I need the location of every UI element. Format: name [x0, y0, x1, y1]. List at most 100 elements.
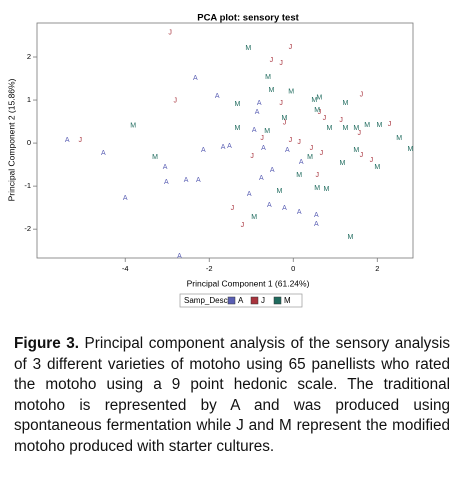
point-marker: M	[353, 147, 359, 154]
caption: Figure 3. Principal component analysis o…	[14, 334, 450, 457]
point-marker: A	[65, 137, 70, 144]
point-marker: M	[307, 154, 313, 161]
point-marker: A	[184, 177, 189, 184]
point-marker: A	[221, 144, 226, 151]
point-marker: A	[177, 253, 182, 260]
point-marker: A	[215, 93, 220, 100]
legend-swatch	[273, 296, 282, 305]
point-marker: M	[251, 214, 257, 221]
point-marker: J	[279, 60, 283, 67]
point-marker: M	[339, 160, 345, 167]
point-marker: J	[289, 137, 293, 144]
point-marker: J	[270, 57, 274, 64]
point-marker: J	[339, 117, 343, 124]
chart-title: PCA plot: sensory test	[197, 13, 299, 24]
point-marker: A	[123, 195, 128, 202]
point-marker: M	[276, 188, 282, 195]
point-marker: M	[376, 122, 382, 129]
point-marker: M	[364, 122, 370, 129]
point-marker: J	[250, 153, 254, 160]
point-marker: A	[282, 205, 287, 212]
legend-swatch	[250, 296, 259, 305]
y-tick-label: 1	[27, 95, 31, 104]
point-marker: A	[314, 212, 319, 219]
point-marker: J	[388, 121, 392, 128]
point-marker: J	[279, 100, 283, 107]
y-tick-label: -1	[24, 181, 31, 190]
point-marker: J	[360, 92, 364, 99]
point-marker: M	[311, 97, 317, 104]
point-marker: J	[370, 157, 374, 164]
point-marker: M	[316, 95, 322, 102]
point-marker: A	[247, 191, 252, 198]
point-marker: M	[326, 125, 332, 132]
x-tick-label: 0	[291, 264, 295, 273]
point-marker: M	[234, 125, 240, 132]
point-marker: J	[297, 139, 301, 146]
caption-text: Principal component analysis of the sens…	[14, 335, 451, 455]
point-marker: M	[130, 123, 136, 130]
point-marker: A	[255, 109, 260, 116]
chart: PCA plot: sensory test Principal Compone…	[6, 13, 414, 308]
legend-swatch	[227, 296, 236, 305]
point-marker: M	[342, 100, 348, 107]
y-axis-label: Principal Component 2 (15.86%)	[6, 78, 16, 201]
point-marker: A	[227, 143, 232, 150]
point-marker: A	[299, 159, 304, 166]
point-marker: A	[297, 209, 302, 216]
point-marker: J	[318, 109, 322, 116]
legend-label: J	[261, 296, 265, 305]
point-marker: J	[79, 137, 83, 144]
point-marker: J	[231, 205, 235, 212]
point-marker: A	[196, 177, 201, 184]
legend-label: A	[238, 296, 244, 305]
point-marker: J	[241, 222, 245, 229]
point-marker: A	[314, 221, 319, 228]
legend-box	[179, 293, 303, 308]
point-marker: A	[270, 167, 275, 174]
point-marker: M	[324, 186, 330, 193]
x-axis-label: Principal Component 1 (61.24%)	[187, 278, 310, 288]
plot-frame	[36, 22, 414, 259]
x-tick-label: -2	[206, 264, 213, 273]
point-marker: J	[168, 30, 172, 37]
point-marker: J	[320, 150, 324, 157]
point-marker: M	[245, 45, 251, 52]
point-marker: A	[193, 75, 198, 82]
point-marker: A	[285, 147, 290, 154]
point-marker: J	[173, 98, 177, 105]
point-marker: M	[269, 87, 275, 94]
point-marker: A	[163, 164, 168, 171]
point-marker: A	[101, 150, 106, 157]
point-marker: A	[267, 202, 272, 209]
point-marker: M	[353, 125, 359, 132]
point-marker: A	[261, 145, 266, 152]
x-tick-label: -4	[122, 264, 129, 273]
point-marker: M	[396, 135, 402, 142]
point-marker: M	[234, 101, 240, 108]
point-marker: M	[152, 154, 158, 161]
caption-label: Figure 3.	[14, 335, 80, 352]
point-marker: M	[282, 115, 288, 122]
legend-title: Samp_Desc	[184, 296, 228, 305]
point-marker: J	[360, 152, 364, 159]
point-marker: A	[201, 147, 206, 154]
point-marker: A	[257, 100, 262, 107]
legend-label: M	[284, 296, 291, 305]
point-marker: J	[283, 120, 287, 127]
point-marker: J	[323, 115, 327, 122]
x-tick-label: 2	[375, 264, 379, 273]
y-tick-label: -2	[24, 224, 31, 233]
point-marker: M	[314, 107, 320, 114]
point-marker: J	[289, 44, 293, 51]
point-marker: M	[265, 74, 271, 81]
point-marker: A	[259, 175, 264, 182]
y-tick-label: 2	[27, 52, 31, 61]
point-marker: J	[260, 135, 264, 142]
point-marker: M	[314, 185, 320, 192]
y-tick-label: 0	[27, 138, 31, 147]
point-marker: M	[296, 172, 302, 179]
point-marker: M	[342, 125, 348, 132]
point-marker: M	[347, 234, 353, 241]
